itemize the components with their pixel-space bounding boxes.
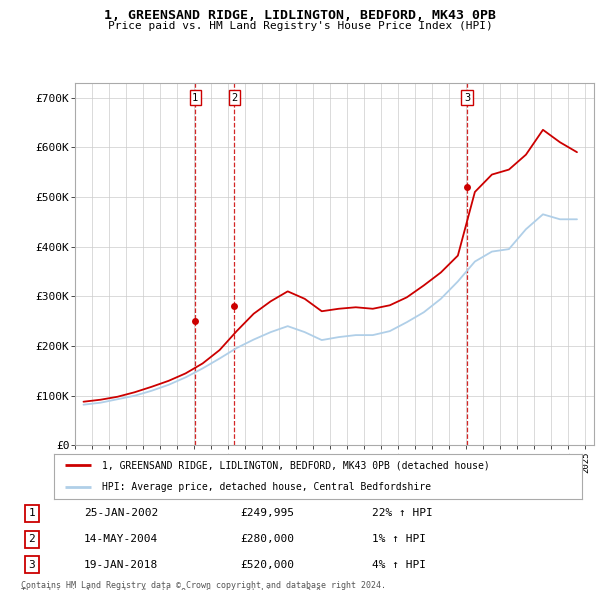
Text: 2: 2 [28,535,35,544]
Text: 22% ↑ HPI: 22% ↑ HPI [372,509,433,518]
Text: 1, GREENSAND RIDGE, LIDLINGTON, BEDFORD, MK43 0PB: 1, GREENSAND RIDGE, LIDLINGTON, BEDFORD,… [104,9,496,22]
Text: 3: 3 [28,560,35,569]
Text: £280,000: £280,000 [240,535,294,544]
Text: 1, GREENSAND RIDGE, LIDLINGTON, BEDFORD, MK43 0PB (detached house): 1, GREENSAND RIDGE, LIDLINGTON, BEDFORD,… [101,460,489,470]
Text: This data is licensed under the Open Government Licence v3.0.: This data is licensed under the Open Gov… [21,588,326,590]
Text: 25-JAN-2002: 25-JAN-2002 [84,509,158,518]
Text: Price paid vs. HM Land Registry's House Price Index (HPI): Price paid vs. HM Land Registry's House … [107,21,493,31]
Text: Contains HM Land Registry data © Crown copyright and database right 2024.: Contains HM Land Registry data © Crown c… [21,581,386,590]
Text: £520,000: £520,000 [240,560,294,569]
Text: 19-JAN-2018: 19-JAN-2018 [84,560,158,569]
Text: £249,995: £249,995 [240,509,294,518]
Text: 14-MAY-2004: 14-MAY-2004 [84,535,158,544]
Text: 1: 1 [192,93,199,103]
Text: 1: 1 [28,509,35,518]
Text: 1% ↑ HPI: 1% ↑ HPI [372,535,426,544]
Text: 3: 3 [464,93,470,103]
Text: HPI: Average price, detached house, Central Bedfordshire: HPI: Average price, detached house, Cent… [101,483,431,493]
Text: 4% ↑ HPI: 4% ↑ HPI [372,560,426,569]
Text: 2: 2 [232,93,238,103]
